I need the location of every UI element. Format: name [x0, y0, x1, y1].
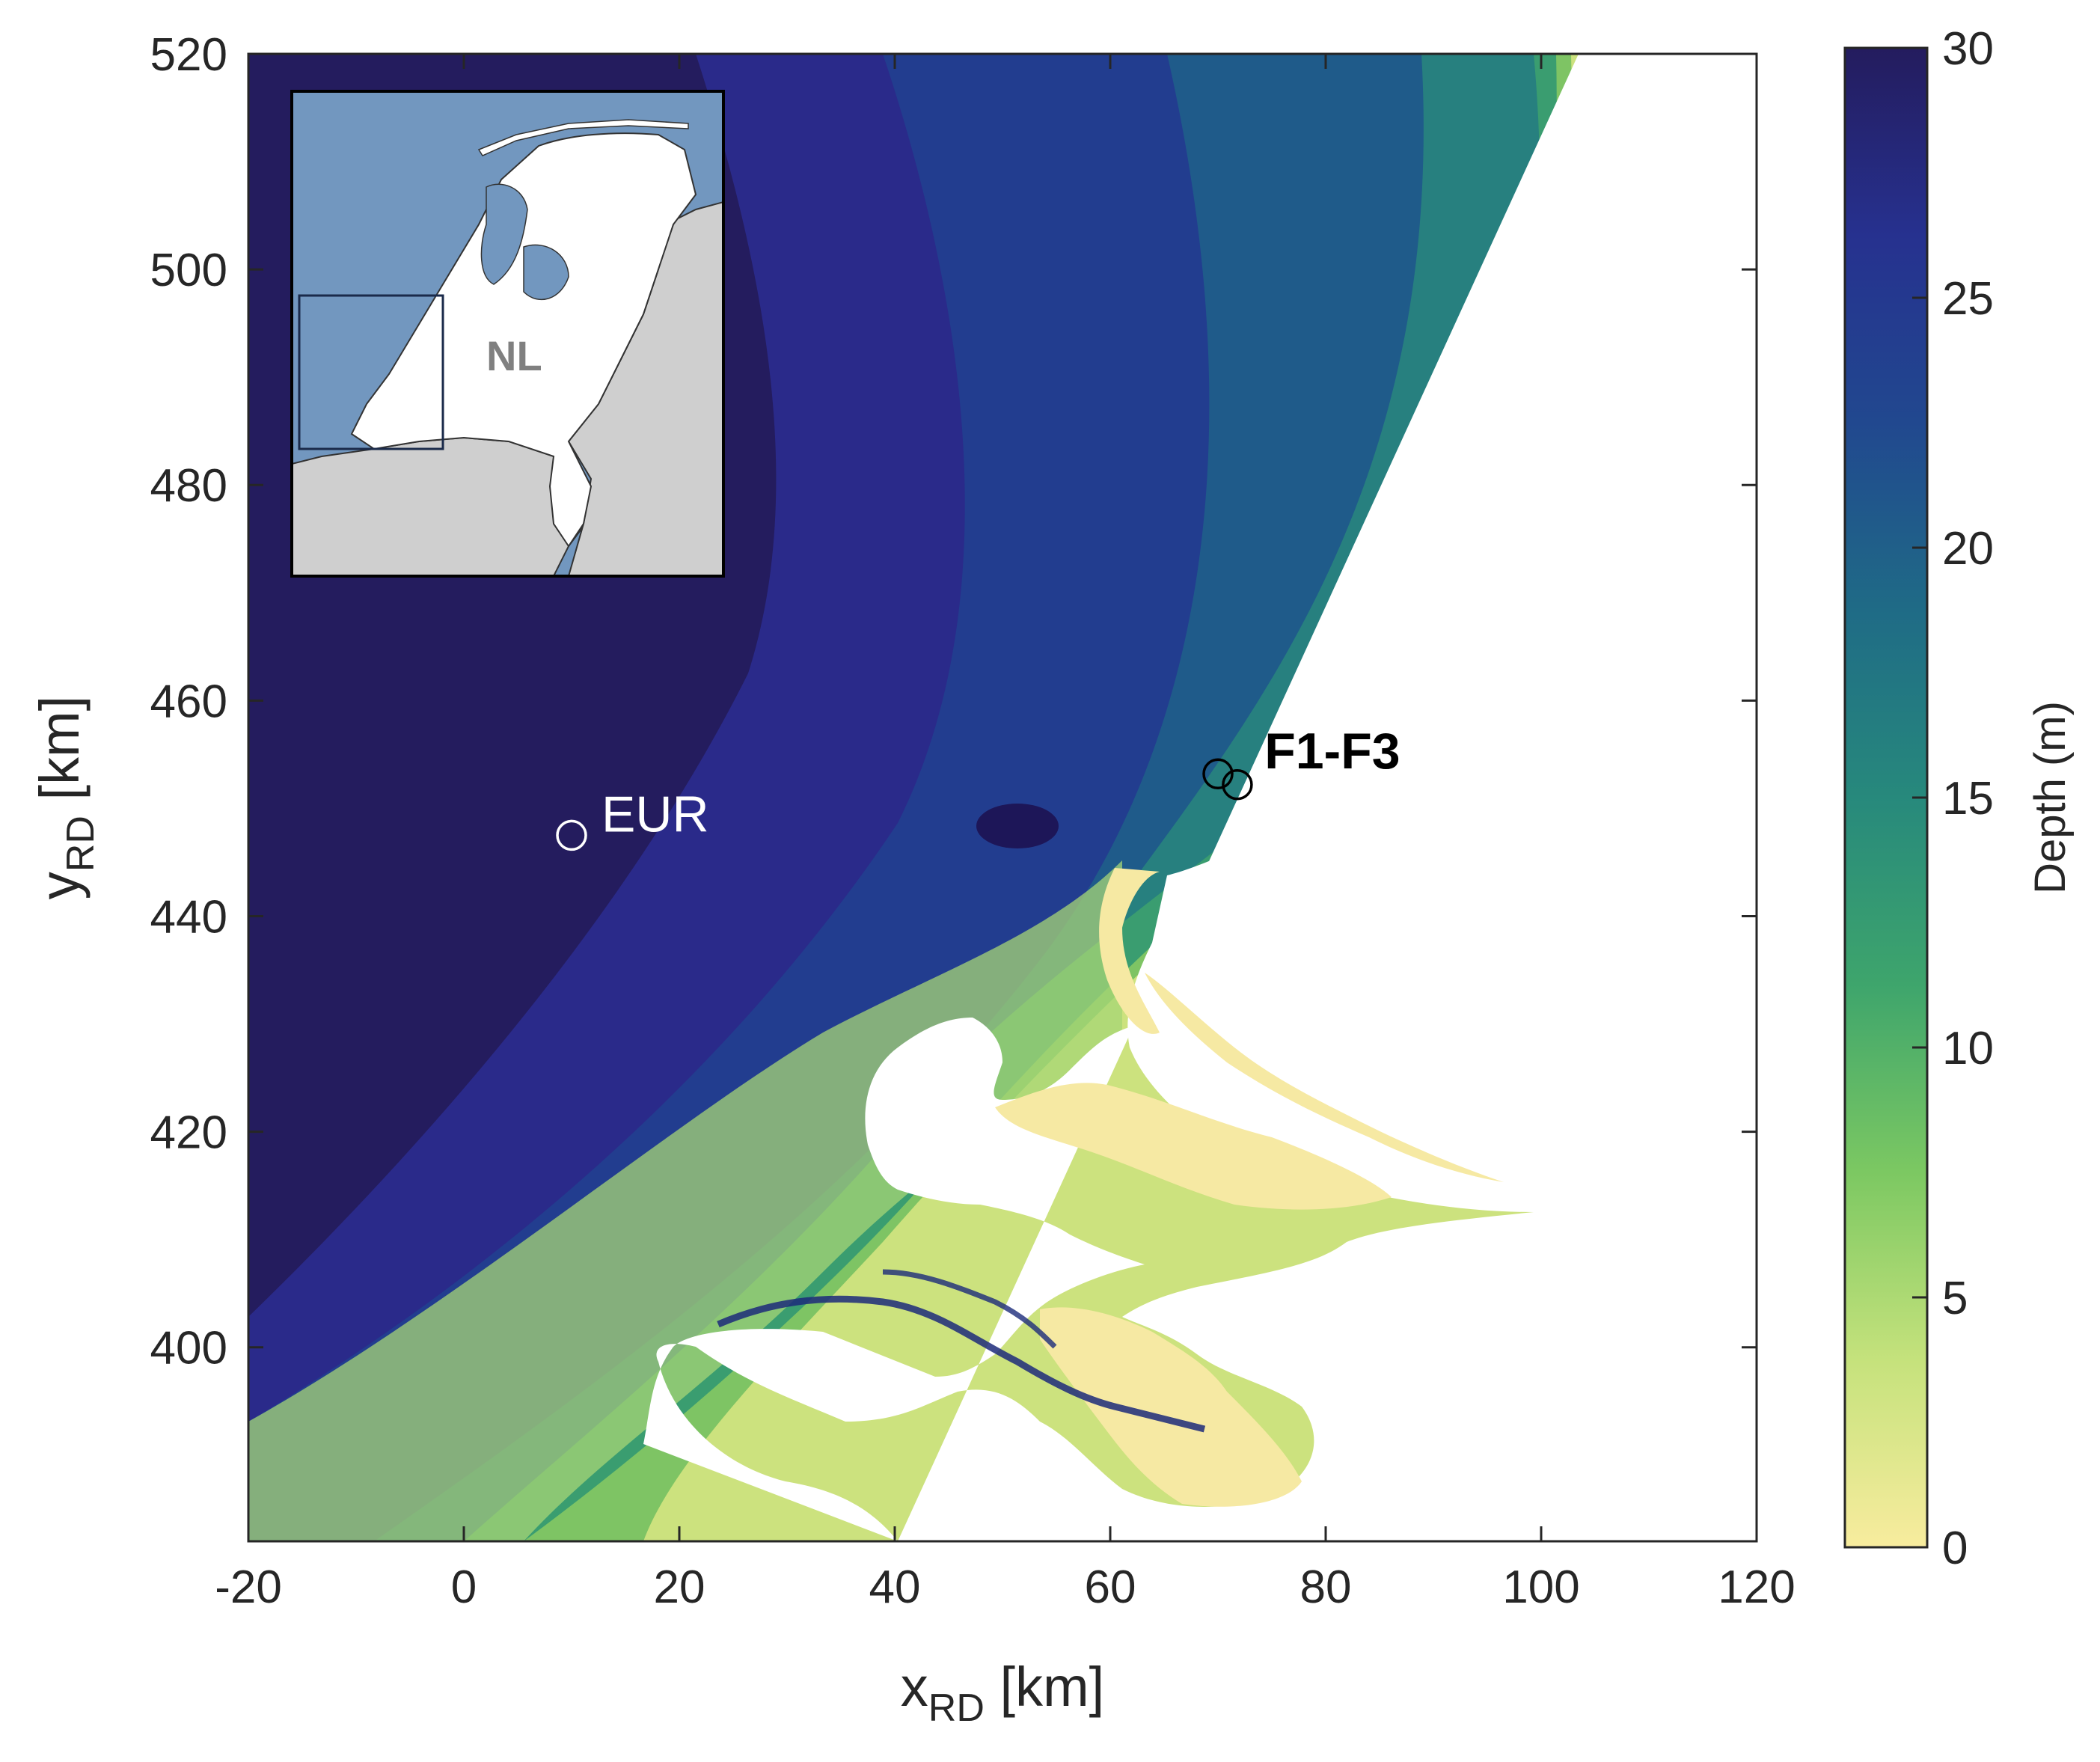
x-tick-label: 40 — [869, 1561, 921, 1613]
tidal-channel-2 — [882, 1269, 1057, 1349]
x-axis-ticks: -20 0 20 40 60 80 100 120 — [215, 54, 1796, 1613]
shallow-shelf — [248, 860, 1122, 1541]
y-axis-label: yRD [km] — [28, 696, 102, 899]
x-tick-label: 120 — [1718, 1561, 1795, 1613]
colorbar-tick-label: 5 — [1942, 1273, 1968, 1324]
x-tick-label: 80 — [1300, 1561, 1352, 1613]
y-tick-label: 420 — [150, 1107, 227, 1159]
site-marker-f1-f3 — [1202, 758, 1234, 790]
inset-markermeer — [523, 244, 569, 300]
colorbar-tick-label: 10 — [1942, 1023, 1994, 1074]
x-tick-label: 20 — [654, 1561, 705, 1613]
intertidal-flat-1 — [1099, 868, 1160, 1034]
x-tick-label: 0 — [451, 1561, 477, 1613]
intertidal-flat-2 — [995, 1083, 1392, 1210]
y-tick-label: 460 — [150, 676, 227, 727]
colorbar-ticks: 0 5 10 15 20 25 30 — [1912, 23, 1994, 1574]
inset-frame — [290, 90, 725, 578]
x-tick-label: -20 — [215, 1561, 282, 1613]
colorbar: 0 5 10 15 20 25 30 Depth (m) — [1843, 23, 2075, 1574]
y-tick-label: 480 — [150, 460, 227, 512]
y-tick-label: 500 — [150, 245, 227, 296]
colorbar-tick-label: 25 — [1942, 273, 1994, 325]
plot-frame — [247, 52, 1758, 1543]
x-axis-label: xRD [km] — [901, 1656, 1104, 1730]
y-tick-label: 520 — [150, 29, 227, 81]
land-north — [1127, 54, 1757, 1212]
colorbar-tick-label: 15 — [1942, 773, 1994, 825]
y-axis-ticks: 400 420 440 460 480 500 520 — [150, 29, 1757, 1374]
depth-field — [248, 54, 1757, 1541]
inset-wadden-islands — [477, 119, 689, 156]
inset-ijsselmeer — [480, 183, 528, 285]
inset-netherlands — [350, 132, 697, 548]
scour-hole — [976, 804, 1059, 848]
inset-nl-label: NL — [486, 332, 542, 379]
inset-neighbors — [292, 436, 593, 576]
site-marker-f1-f3 — [1222, 768, 1253, 801]
x-tick-label: 60 — [1085, 1561, 1136, 1613]
inset-area-box — [298, 294, 444, 450]
colorbar-tick-label: 0 — [1942, 1523, 1968, 1574]
colorbar-tick-label: 20 — [1942, 523, 1994, 575]
site-markers: EUR F1-F3 — [556, 723, 1400, 851]
colorbar-label: Depth (m) — [2026, 701, 2075, 894]
intertidal-flat-3 — [1040, 1307, 1302, 1507]
y-tick-label: 400 — [150, 1323, 227, 1374]
y-tick-label: 440 — [150, 891, 227, 943]
colorbar-tick-label: 30 — [1942, 23, 1994, 75]
site-label-eur: EUR — [601, 786, 709, 842]
site-marker-eur — [556, 819, 587, 851]
tidal-channel — [717, 1295, 1206, 1433]
site-label-f1-f3: F1-F3 — [1264, 723, 1400, 780]
x-tick-label: 100 — [1502, 1561, 1579, 1613]
inset-map: NL — [290, 90, 725, 578]
